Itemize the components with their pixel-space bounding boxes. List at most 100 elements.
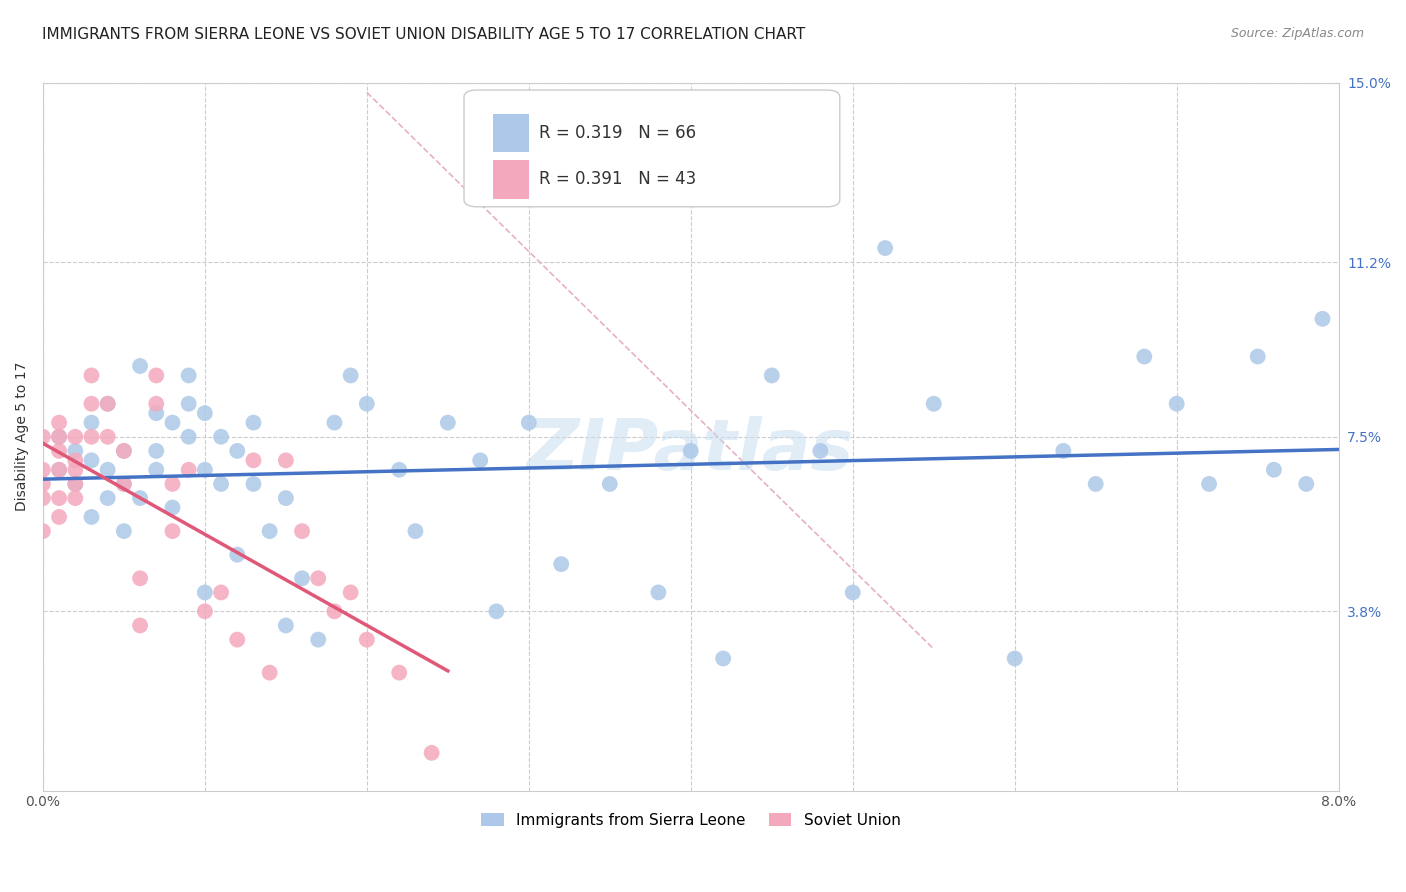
Point [65, 463, 87, 477]
Point [711, 651, 734, 665]
Point [32, 477, 55, 491]
Point [1166, 397, 1188, 411]
Point [129, 571, 152, 585]
Point [875, 241, 897, 255]
Point [48, 491, 70, 505]
Point [48, 416, 70, 430]
Point [209, 585, 232, 599]
Point [32, 524, 55, 538]
Point [80, 416, 103, 430]
Point [1133, 350, 1156, 364]
Point [1263, 463, 1285, 477]
Point [65, 491, 87, 505]
Point [761, 368, 783, 383]
Point [242, 453, 264, 467]
Point [80, 430, 103, 444]
Point [808, 444, 831, 458]
Point [177, 463, 200, 477]
Point [1198, 477, 1220, 491]
Point [129, 491, 152, 505]
Point [420, 746, 443, 760]
Point [339, 585, 361, 599]
Point [97, 491, 120, 505]
Point [274, 618, 297, 632]
Point [599, 477, 621, 491]
Point [145, 406, 167, 420]
Point [162, 477, 184, 491]
Text: IMMIGRANTS FROM SIERRA LEONE VS SOVIET UNION DISABILITY AGE 5 TO 17 CORRELATION : IMMIGRANTS FROM SIERRA LEONE VS SOVIET U… [42, 27, 806, 42]
Point [48, 430, 70, 444]
Point [1004, 651, 1026, 665]
Point [48, 510, 70, 524]
FancyBboxPatch shape [492, 160, 529, 199]
Point [112, 444, 135, 458]
Point [259, 665, 281, 680]
Point [32, 491, 55, 505]
Text: R = 0.319   N = 66: R = 0.319 N = 66 [538, 124, 696, 142]
Point [65, 444, 87, 458]
Point [323, 604, 346, 618]
Point [177, 430, 200, 444]
Point [129, 359, 152, 373]
Point [242, 477, 264, 491]
Point [162, 500, 184, 515]
Text: R = 0.391   N = 43: R = 0.391 N = 43 [538, 170, 696, 188]
Point [80, 453, 103, 467]
Legend: Immigrants from Sierra Leone, Soviet Union: Immigrants from Sierra Leone, Soviet Uni… [475, 806, 907, 834]
FancyBboxPatch shape [464, 90, 839, 207]
FancyBboxPatch shape [492, 113, 529, 153]
Point [48, 463, 70, 477]
Point [356, 632, 378, 647]
Point [177, 368, 200, 383]
Point [388, 463, 411, 477]
Point [470, 453, 492, 467]
Point [291, 524, 314, 538]
Point [145, 444, 167, 458]
Point [97, 430, 120, 444]
Point [242, 416, 264, 430]
Point [517, 416, 540, 430]
Point [97, 397, 120, 411]
Text: ZIPatlas: ZIPatlas [527, 417, 855, 485]
Point [1084, 477, 1107, 491]
Point [112, 477, 135, 491]
Point [679, 444, 702, 458]
Point [437, 416, 460, 430]
Point [32, 430, 55, 444]
Point [80, 397, 103, 411]
Point [80, 368, 103, 383]
Point [177, 397, 200, 411]
Point [194, 463, 217, 477]
Point [112, 444, 135, 458]
Point [65, 477, 87, 491]
Point [48, 430, 70, 444]
Point [48, 444, 70, 458]
Point [162, 524, 184, 538]
Point [485, 604, 508, 618]
Point [226, 444, 249, 458]
Point [145, 463, 167, 477]
Point [80, 510, 103, 524]
Point [307, 632, 329, 647]
Point [922, 397, 945, 411]
Point [209, 430, 232, 444]
Point [550, 557, 572, 571]
Point [291, 571, 314, 585]
Point [274, 491, 297, 505]
Point [145, 368, 167, 383]
Point [194, 585, 217, 599]
Point [323, 416, 346, 430]
Point [404, 524, 426, 538]
Point [307, 571, 329, 585]
Point [129, 618, 152, 632]
Point [842, 585, 865, 599]
Point [356, 397, 378, 411]
Point [647, 585, 669, 599]
Point [194, 406, 217, 420]
Point [97, 463, 120, 477]
Point [339, 368, 361, 383]
Point [1312, 311, 1334, 326]
Point [112, 524, 135, 538]
Point [48, 463, 70, 477]
Point [209, 477, 232, 491]
